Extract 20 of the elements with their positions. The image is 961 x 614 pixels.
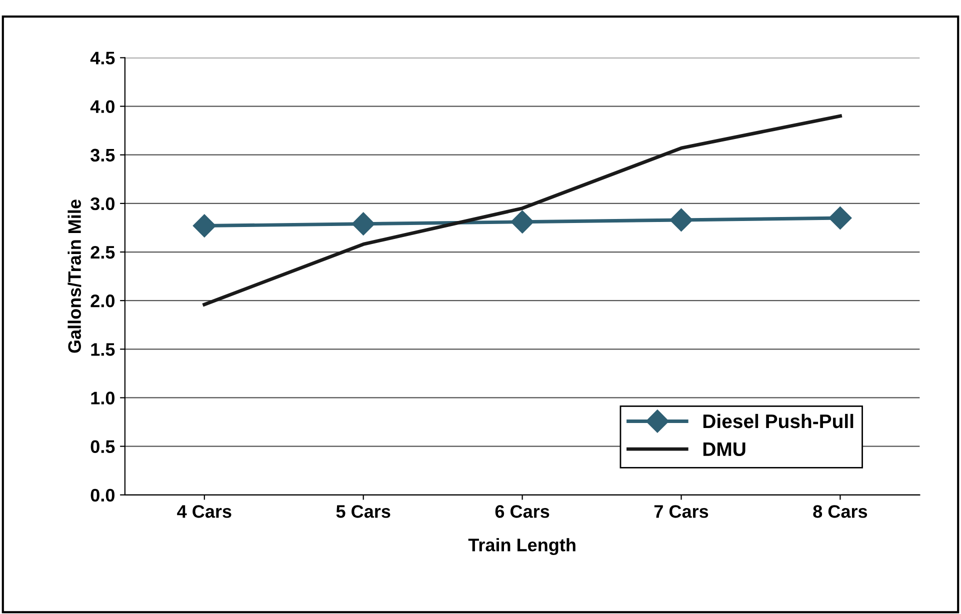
- legend-label: Diesel Push-Pull: [703, 414, 854, 428]
- y-tick-label: 0.0: [90, 488, 114, 502]
- y-tick-label: 4.5: [90, 52, 115, 64]
- line-series: [202, 114, 842, 306]
- x-tick-label: 5 Cars: [336, 505, 390, 518]
- x-axis-title: Train Length: [468, 538, 576, 556]
- x-tick-label: 8 Cars: [813, 505, 868, 518]
- y-axis-title: Gallons/Train Mile: [68, 200, 82, 353]
- x-tick-label: 4 Cars: [177, 505, 232, 518]
- y-tick-label: 2.5: [90, 246, 115, 259]
- legend-label: DMU: [703, 442, 746, 456]
- x-tick-label: 6 Cars: [495, 505, 550, 518]
- y-tick-label: 3.5: [90, 148, 115, 162]
- y-tick-label: 2.0: [90, 294, 114, 308]
- y-tick-label: 3.0: [90, 197, 114, 210]
- y-tick-label: 4.0: [90, 100, 114, 114]
- y-tick-label: 1.0: [91, 392, 114, 404]
- y-tick-label: 0.5: [90, 440, 115, 454]
- y-tick-label: 1.5: [91, 343, 115, 356]
- x-tick-label: 7 Cars: [654, 505, 708, 518]
